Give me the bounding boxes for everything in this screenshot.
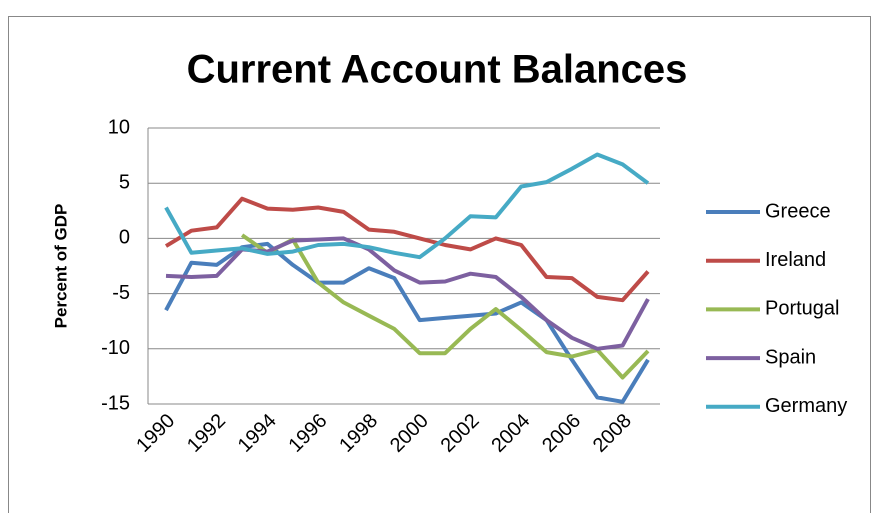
y-tick-label: 5	[119, 171, 130, 193]
y-tick-label: -5	[112, 282, 130, 304]
y-axis-label: Percent of GDP	[51, 204, 70, 329]
series-line	[240, 233, 650, 380]
series-line	[164, 152, 650, 260]
y-tick-label: -15	[101, 392, 130, 414]
y-tick-label: -10	[101, 337, 130, 359]
chart-border	[8, 16, 871, 517]
legend-label: Ireland	[765, 249, 826, 271]
chart-title: Current Account Balances	[187, 48, 688, 92]
series-line	[164, 196, 650, 303]
legend-label: Spain	[765, 346, 816, 368]
legend-label: Greece	[765, 200, 831, 222]
legend-label: Germany	[765, 395, 847, 417]
legend-label: Portugal	[765, 298, 840, 320]
y-tick-label: 0	[119, 227, 130, 249]
y-tick-label: 10	[108, 116, 130, 138]
series-line	[164, 241, 650, 404]
